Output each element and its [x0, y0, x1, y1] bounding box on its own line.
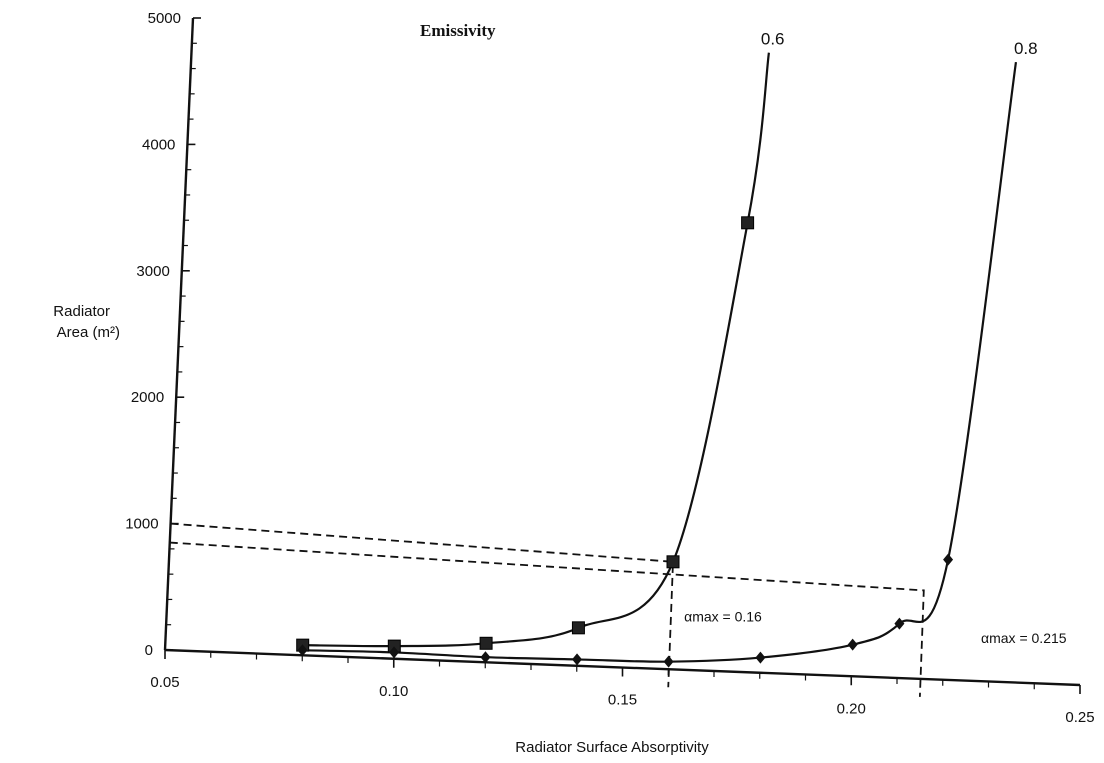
axes: 0 1000 2000 3000 4000 5000 0.05 0.10 0.15 0.20 0.2… [125, 10, 1094, 726]
diamond-marker [755, 651, 766, 664]
chart-title: Emissivity [420, 21, 496, 40]
labels: Emissivity Radiator Surface Absorptivity… [53, 21, 1066, 756]
x-axis-title: Radiator Surface Absorptivity [515, 739, 709, 756]
diamond-marker [943, 553, 954, 566]
diamond-marker [297, 644, 308, 657]
y-axis-title-line1: Radiator [53, 303, 110, 320]
series-line-0.6 [302, 52, 770, 648]
alpha-max-annotation-1: αmax = 0.16 [684, 609, 762, 625]
diamond-marker [894, 617, 905, 630]
square-marker [479, 636, 493, 650]
series-markers [296, 216, 954, 668]
x-tick-label: 0.10 [379, 683, 408, 700]
y-tick-label: 1000 [125, 516, 158, 533]
y-tick-label: 0 [145, 642, 153, 659]
x-tick-label: 0.05 [150, 674, 179, 691]
y-tick-label: 3000 [136, 263, 169, 280]
reference-line-2 [169, 541, 925, 697]
series-line-0.8 [302, 61, 1018, 663]
diamond-marker [663, 655, 674, 668]
alpha-max-annotation-2: αmax = 0.215 [981, 630, 1067, 646]
square-marker [741, 216, 755, 230]
diamond-marker [480, 651, 491, 664]
x-tick-label: 0.15 [608, 692, 637, 709]
series-label-0.6: 0.6 [761, 30, 785, 49]
series-label-0.8: 0.8 [1014, 39, 1038, 58]
square-marker [571, 621, 585, 635]
y-tick-label: 5000 [148, 10, 181, 27]
y-tick-label: 4000 [142, 136, 175, 153]
diamond-marker [847, 638, 858, 651]
series-curves [302, 52, 1018, 663]
y-axis-title-line2: Area (m²) [57, 324, 120, 341]
x-tick-label: 0.20 [837, 700, 866, 717]
reference-line-1 [170, 522, 674, 688]
x-tick-label: 0.25 [1065, 709, 1094, 726]
y-tick-label: 2000 [131, 389, 164, 406]
square-marker [666, 555, 680, 569]
y-axis-line [163, 17, 195, 651]
reference-lines [169, 522, 925, 697]
diamond-marker [389, 646, 400, 659]
diamond-marker [572, 653, 583, 666]
